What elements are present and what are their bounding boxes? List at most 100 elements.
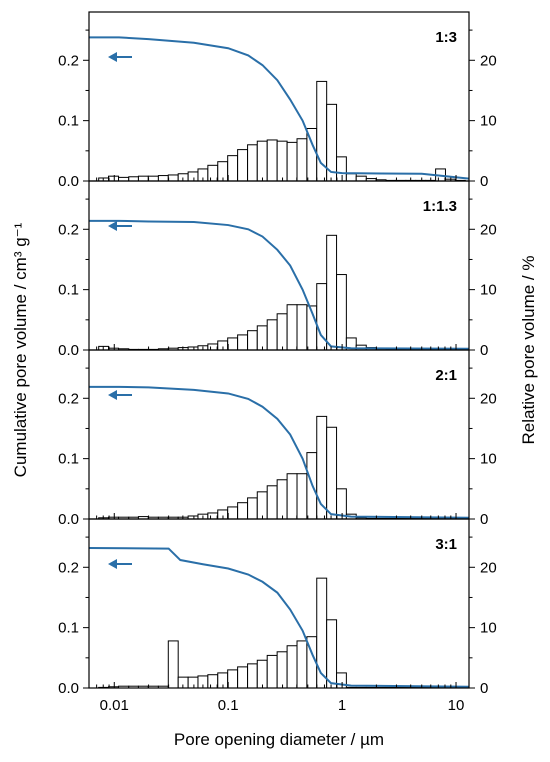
histogram-bar (276, 140, 288, 182)
histogram-bar (157, 175, 169, 182)
panel-2: 0.0 0.1 0.2 0 10 20 1:1.3 (58, 180, 497, 359)
panel-label: 1:3 (435, 29, 457, 46)
histogram-bar (256, 659, 268, 689)
histogram-bar (108, 175, 120, 182)
panel-label: 1:1.3 (423, 198, 457, 215)
y-right-tick-label: 0 (480, 342, 488, 359)
left-axis-arrow-icon (108, 559, 117, 569)
histogram-bar (286, 645, 298, 689)
histogram-bar (128, 176, 139, 182)
histogram-bar (167, 640, 179, 689)
y-left-tick-label: 0.1 (58, 451, 79, 468)
panel-1: 0.0 0.1 0.2 0 10 20 1:3 (58, 11, 497, 190)
y-right-tick-label: 10 (480, 620, 497, 637)
cumulative-curve (89, 219, 470, 350)
y-left-tick-label: 0.0 (58, 511, 79, 528)
y-right-tick-label: 0 (480, 511, 488, 528)
y-right-tick-label: 20 (480, 559, 497, 576)
histogram-bar (326, 619, 338, 689)
histogram-bar (266, 485, 278, 520)
left-axis-arrow-icon (108, 390, 117, 400)
y-right-tick-label: 0 (480, 680, 488, 697)
cumulative-curve (88, 546, 470, 688)
y-right-tick-label: 10 (480, 282, 497, 299)
x-tick-label: 0.01 (100, 697, 129, 714)
histogram-bar (137, 175, 149, 182)
histogram-bar (207, 512, 219, 520)
y-left-tick-label: 0.1 (58, 620, 79, 637)
y-left-tick-label: 0.0 (58, 342, 79, 359)
histogram-bar (296, 138, 308, 182)
histogram-bar (326, 426, 338, 520)
histogram-bar (227, 506, 239, 520)
y-left-tick-label: 0.1 (58, 113, 79, 130)
x-tick-label: 1 (338, 697, 346, 714)
histogram-bar (296, 304, 308, 351)
y-right-tick-label: 10 (480, 113, 497, 130)
histogram-bar (237, 149, 249, 182)
histogram-bar (227, 155, 239, 182)
histogram-bar (237, 334, 249, 351)
histogram-bar (187, 676, 199, 689)
y-left-tick-label: 0.2 (58, 559, 79, 576)
y-axis-right-title: Relative pore volume / % (519, 256, 538, 445)
histogram-bar (355, 175, 367, 182)
histogram-bar (247, 497, 258, 520)
histogram-bar (187, 171, 199, 182)
histogram-bar (296, 473, 308, 520)
y-right-tick-label: 10 (480, 451, 497, 468)
histogram-bar (247, 663, 258, 689)
histogram-bar (256, 491, 268, 520)
histogram-bar (336, 274, 347, 351)
y-left-tick-label: 0.2 (58, 221, 79, 238)
cumulative-curve (89, 385, 470, 519)
left-axis-arrow-icon (108, 221, 117, 231)
histogram-bar (276, 313, 288, 351)
histogram-bar (237, 666, 249, 689)
histogram-bar (256, 140, 268, 182)
cumulative-curve (89, 36, 470, 180)
histogram-bar (207, 674, 219, 689)
y-left-tick-label: 0.2 (58, 390, 79, 407)
y-left-tick-label: 0.2 (58, 52, 79, 69)
histogram-bar (336, 156, 347, 182)
histogram-bar (207, 343, 219, 351)
histogram-bar (237, 502, 249, 520)
x-tick-label: 0.1 (218, 697, 239, 714)
panel-4: 0.0 0.1 0.2 0 10 20 3:1 (58, 518, 497, 697)
y-right-tick-label: 20 (480, 52, 497, 69)
histogram-bar (256, 325, 268, 351)
histogram-bar (286, 304, 298, 351)
histogram-bar (276, 651, 288, 689)
histogram-bar (227, 669, 239, 689)
panels-group: 0.00.10.2010201:30.00.10.2010201:1.30.00… (58, 11, 497, 714)
histogram-bar (326, 234, 338, 351)
histogram-bar (147, 175, 159, 182)
panel-frame (88, 518, 470, 689)
x-tick-label: 10 (448, 697, 465, 714)
panel-label: 3:1 (435, 536, 457, 553)
histogram-bar (296, 640, 308, 689)
x-axis-title: Pore opening diameter / µm (174, 730, 384, 749)
histogram-bar (227, 337, 239, 351)
histogram-bar (286, 473, 298, 520)
histogram-bar (247, 144, 258, 182)
y-right-tick-label: 0 (480, 173, 488, 190)
histogram-bar (345, 173, 357, 182)
left-axis-arrow-icon (108, 52, 117, 62)
y-left-tick-label: 0.0 (58, 680, 79, 697)
y-right-tick-label: 20 (480, 390, 497, 407)
histogram-bar (266, 319, 278, 351)
y-left-tick-label: 0.1 (58, 282, 79, 299)
histogram-bar (286, 141, 298, 182)
histogram-bar (167, 174, 179, 182)
y-right-tick-label: 20 (480, 221, 497, 238)
y-left-tick-label: 0.0 (58, 173, 79, 190)
histogram-bar (266, 139, 278, 182)
y-axis-left-title: Cumulative pore volume / cm³ g⁻¹ (11, 222, 30, 477)
histogram-bar (247, 330, 258, 351)
histogram-bar (316, 577, 328, 689)
panel-3: 0.0 0.1 0.2 0 10 20 2:1 (58, 349, 497, 528)
histogram-bar (207, 164, 219, 182)
